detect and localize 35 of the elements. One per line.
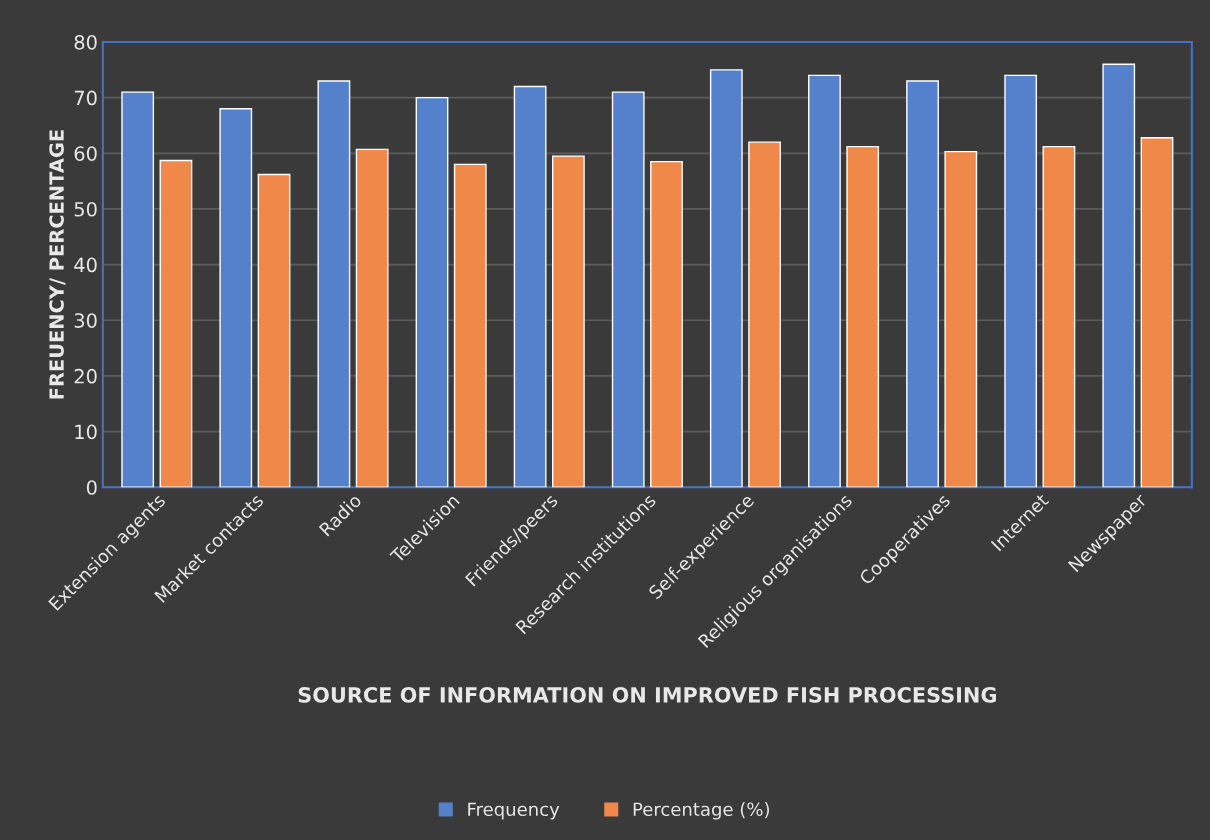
y-tick-label: 60 bbox=[74, 146, 97, 161]
y-tick-label: 50 bbox=[74, 201, 97, 217]
bar bbox=[453, 163, 487, 488]
bar bbox=[355, 148, 389, 488]
y-tick-label: 0 bbox=[86, 480, 97, 495]
bar bbox=[257, 173, 291, 488]
bar bbox=[748, 141, 781, 488]
legend-label: Percentage (%) bbox=[633, 802, 769, 820]
bar bbox=[709, 69, 743, 488]
bar bbox=[121, 91, 155, 488]
y-tick-label: 20 bbox=[74, 368, 97, 384]
bar bbox=[808, 74, 841, 488]
bar bbox=[1102, 63, 1136, 488]
y-tick-label: 40 bbox=[74, 257, 97, 273]
bar bbox=[906, 80, 939, 488]
bar bbox=[159, 159, 193, 488]
bar bbox=[944, 150, 978, 488]
bar bbox=[846, 145, 880, 488]
bar bbox=[1004, 74, 1038, 488]
bar bbox=[1140, 137, 1174, 488]
bar bbox=[650, 160, 683, 488]
y-axis-title: FREUENCY/ PERCENTAGE bbox=[49, 130, 66, 399]
bar bbox=[611, 91, 645, 488]
x-axis-title: SOURCE OF INFORMATION ON IMPROVED FISH PROCESSING bbox=[298, 687, 996, 703]
bar bbox=[219, 108, 253, 488]
bar bbox=[415, 96, 449, 488]
bar bbox=[1042, 145, 1076, 488]
legend-label: Frequency bbox=[468, 802, 560, 820]
bar bbox=[513, 85, 547, 488]
bar bbox=[551, 155, 585, 488]
y-tick-label: 10 bbox=[75, 424, 97, 440]
y-tick-label: 70 bbox=[74, 90, 97, 106]
y-tick-label: 80 bbox=[74, 34, 97, 50]
bar bbox=[317, 80, 351, 488]
y-tick-label: 30 bbox=[74, 313, 97, 328]
